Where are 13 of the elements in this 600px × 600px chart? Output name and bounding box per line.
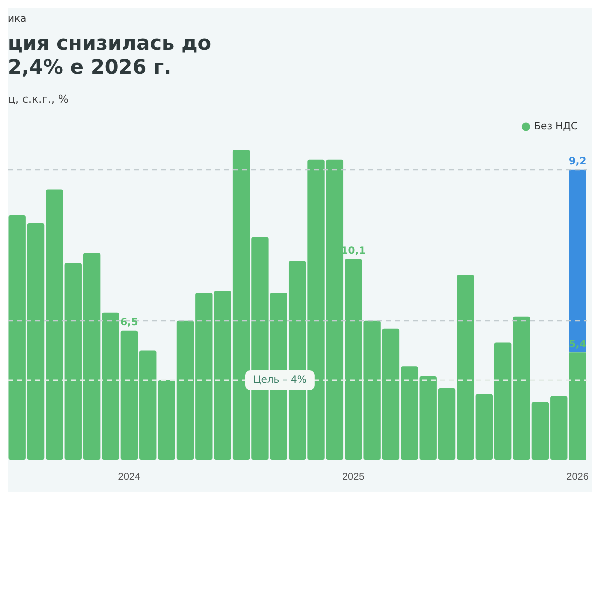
data-label: 6,5 [120,317,138,328]
x-tick-label: 2025 [342,472,366,483]
ref-line-label: Цель – 4% [253,375,307,386]
data-label: 9,2 [568,156,587,168]
legend-label: Без НДС [534,122,578,133]
bar [569,170,586,353]
data-label: 5,4 [568,339,587,350]
text: ика [8,14,28,25]
x-tick-label: 2026 [566,472,590,483]
y-axis-title: ц, с.к.г., % [8,93,70,106]
data-label: 10,1 [341,246,366,257]
chart-title: ция снизилась до 2,4% е 2026 г. [8,31,212,79]
x-tick-label: 2024 [118,472,141,483]
